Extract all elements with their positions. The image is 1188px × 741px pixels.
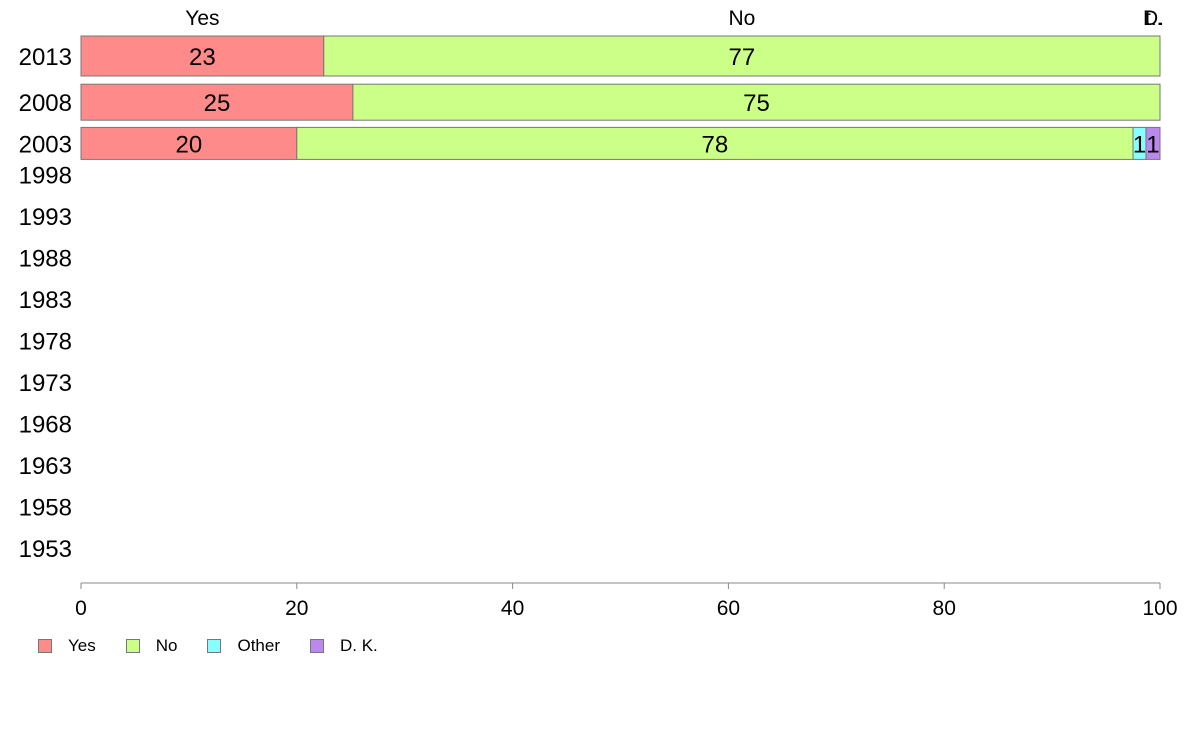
- data-label: 77: [729, 44, 756, 71]
- data-label: 1: [1146, 131, 1159, 158]
- data-label: 75: [743, 90, 770, 117]
- category-label: 1993: [19, 204, 72, 231]
- bar-segment: [80, 35, 325, 77]
- x-tick-label: 40: [501, 597, 524, 620]
- legend-item-no: No: [125, 636, 208, 656]
- x-tick-label: 100: [1142, 597, 1177, 620]
- legend-swatch-yes: [38, 639, 52, 653]
- legend-swatch-no: [125, 639, 140, 653]
- legend-swatch-dk: [310, 639, 324, 653]
- category-label: 1963: [19, 453, 72, 480]
- bar-segment: [296, 126, 1134, 160]
- data-label: 23: [189, 44, 216, 71]
- category-label: 1988: [19, 246, 72, 273]
- category-label: 1958: [19, 495, 72, 522]
- data-label: 1: [1133, 131, 1146, 158]
- legend-label-other: Other: [237, 636, 280, 655]
- top-label-yes: Yes: [185, 7, 219, 30]
- legend-label-dk: D. K.: [340, 636, 378, 655]
- category-label: 1978: [19, 329, 72, 356]
- legend: Yes No Other D. K.: [38, 636, 408, 656]
- x-tick-label: 0: [75, 597, 87, 620]
- legend-item-dk: D. K.: [310, 636, 408, 656]
- bar-segment: [80, 83, 354, 121]
- data-label: 20: [176, 131, 203, 158]
- legend-label-yes: Yes: [68, 636, 96, 655]
- data-label: 25: [204, 90, 231, 117]
- category-label: 2008: [19, 90, 72, 117]
- x-tick-label: 60: [717, 597, 740, 620]
- category-label: 1973: [19, 370, 72, 397]
- legend-swatch-other: [207, 639, 222, 653]
- category-label: 2013: [19, 44, 72, 71]
- x-tick-label: 20: [285, 597, 308, 620]
- category-label: 1953: [19, 536, 72, 563]
- category-label: 1998: [19, 163, 72, 190]
- data-label: 78: [702, 131, 729, 158]
- category-label: 1968: [19, 412, 72, 439]
- top-label-dk: t..: [1145, 7, 1163, 30]
- bar-segment: [1145, 126, 1161, 160]
- bar-segment: [323, 35, 1161, 77]
- legend-item-other: Other: [207, 636, 310, 656]
- category-label: 2003: [19, 131, 72, 158]
- legend-item-yes: Yes: [38, 636, 126, 656]
- legend-label-no: No: [155, 636, 178, 655]
- bar-segment: [80, 126, 298, 160]
- x-tick-label: 80: [933, 597, 956, 620]
- top-label-other: D.: [1143, 7, 1164, 30]
- top-label-no: No: [728, 7, 755, 30]
- category-label: 1983: [19, 287, 72, 314]
- bar-segment: [352, 83, 1161, 121]
